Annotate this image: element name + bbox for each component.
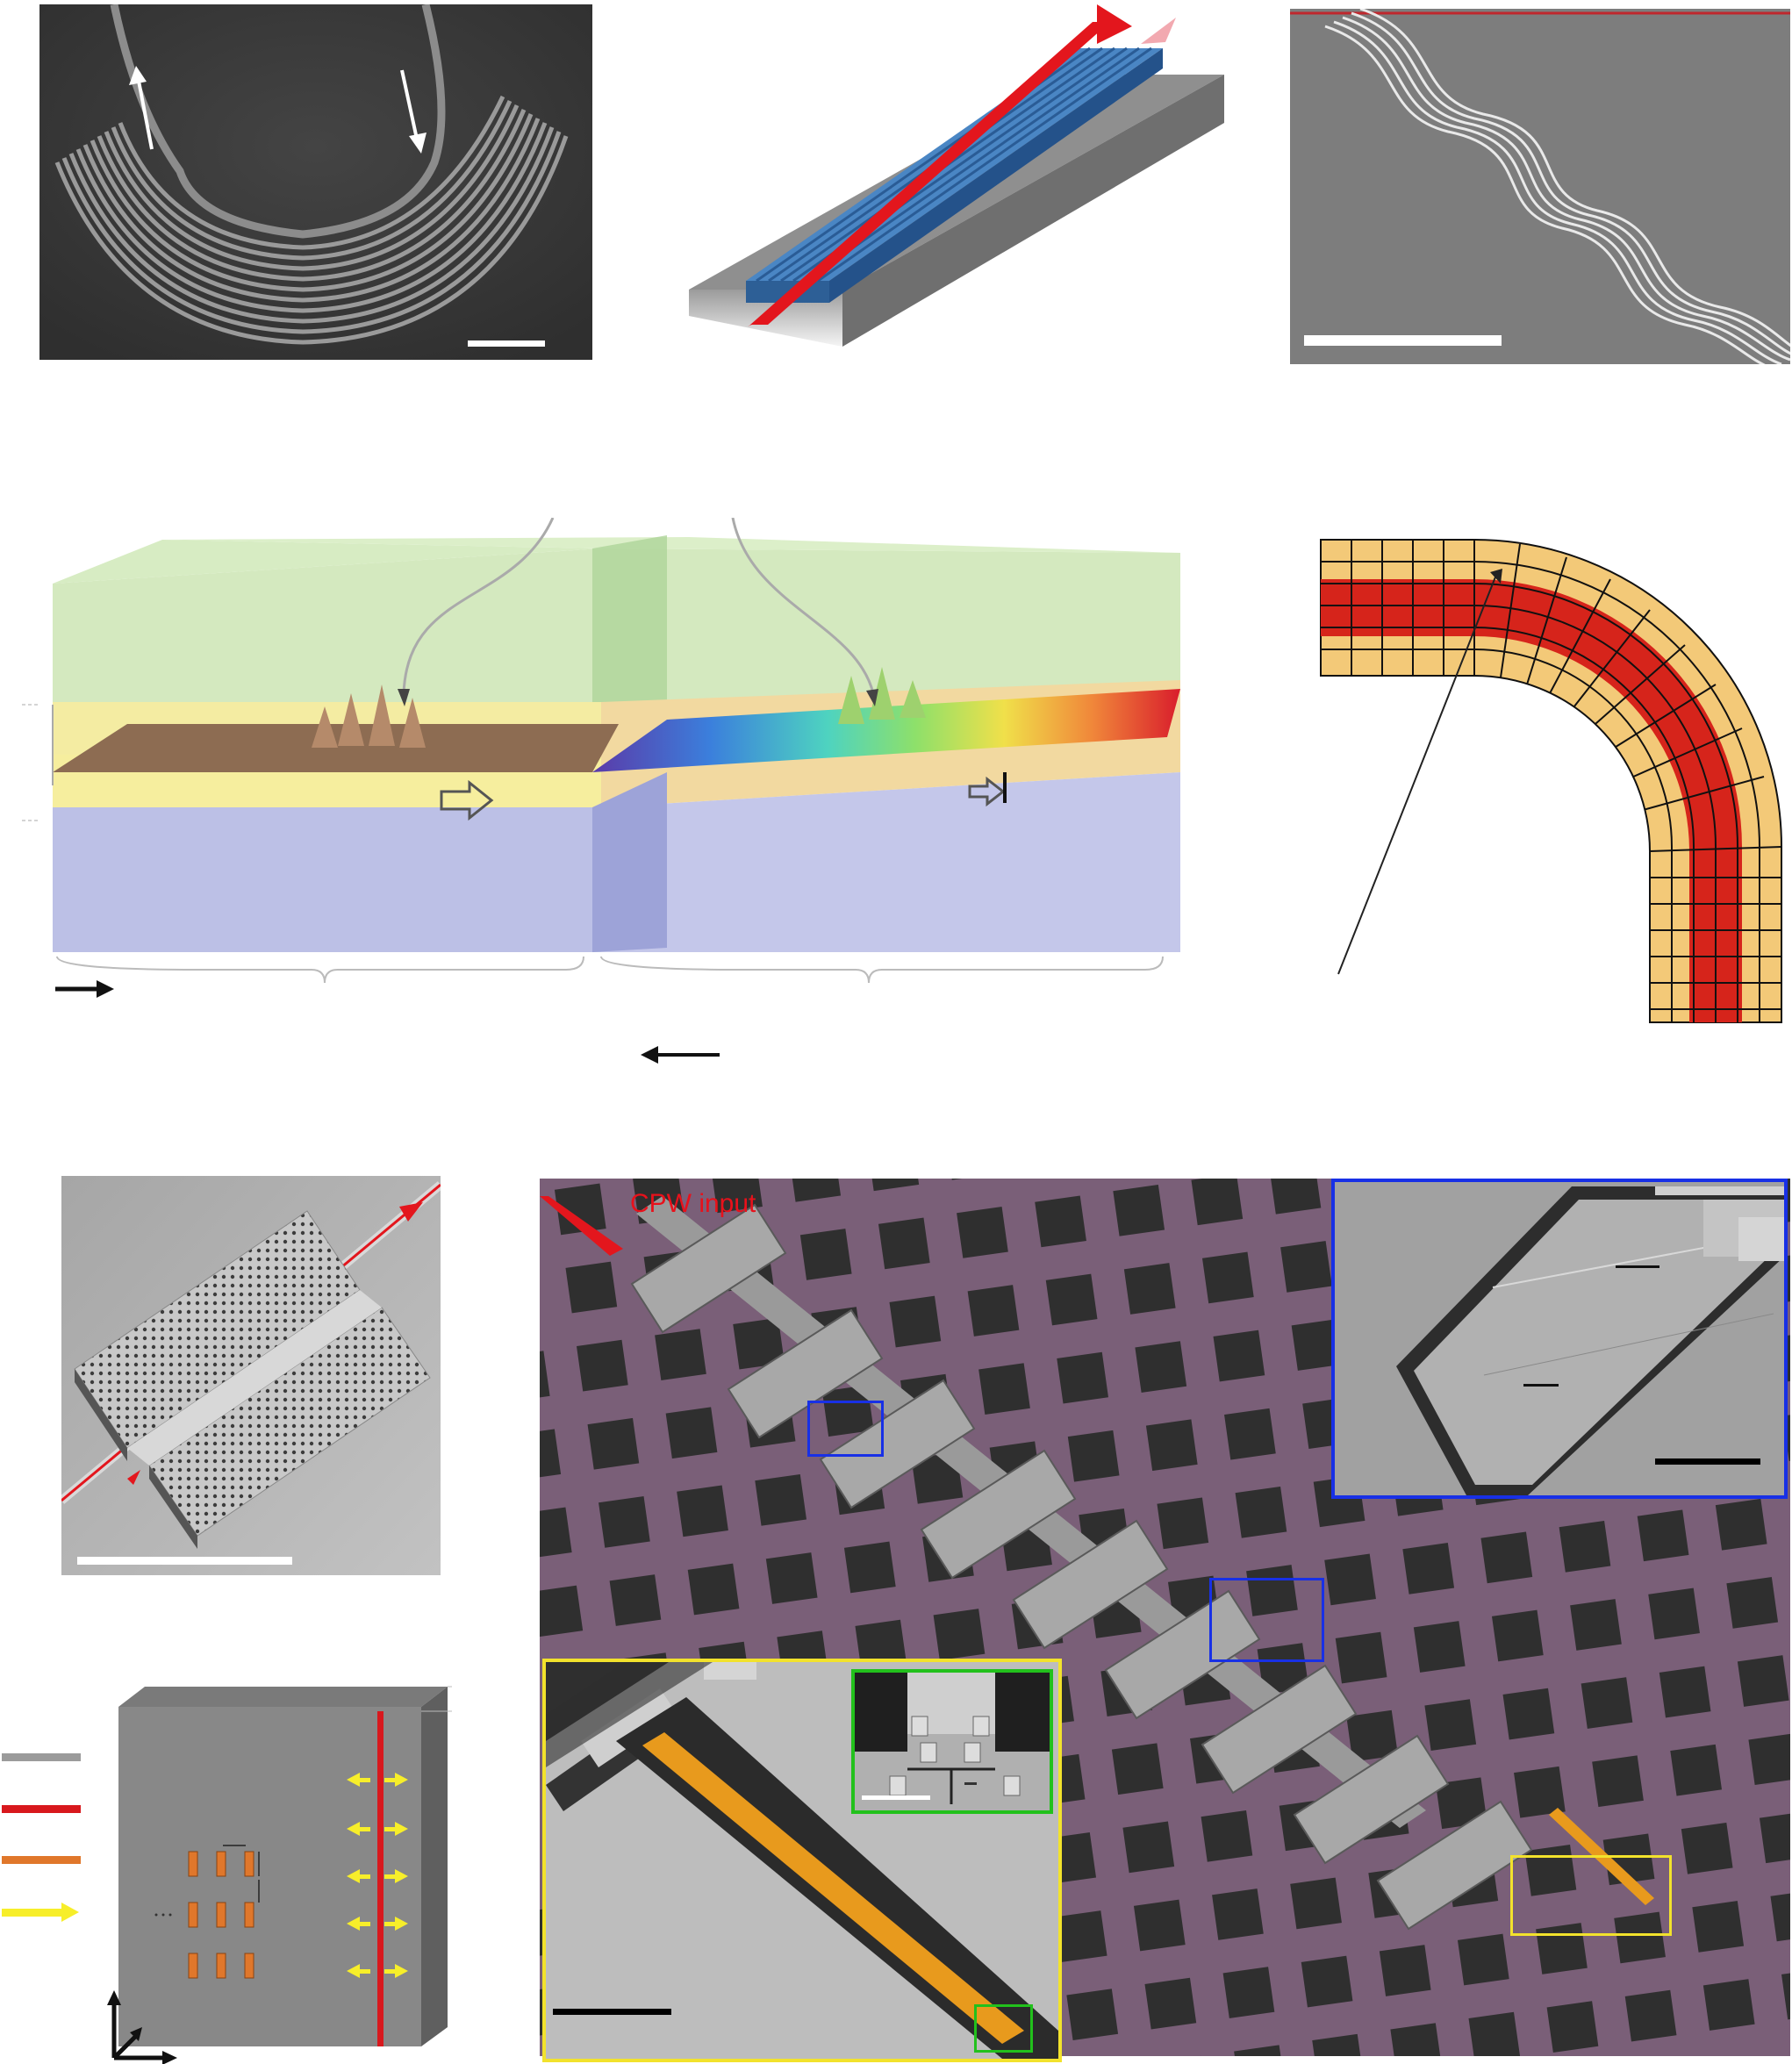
waveguide-3d-panel [685, 0, 1229, 360]
scale-bar [862, 1795, 930, 1800]
yellow-inset-panel [542, 1659, 1062, 2062]
blue-inset-panel [1331, 1179, 1788, 1499]
green-inset-panel [851, 1669, 1053, 1814]
scale-bar [468, 340, 545, 347]
roi-marker [807, 1401, 884, 1457]
sem-ubend-panel [39, 4, 592, 360]
cpw-input-label: CPW input [630, 1189, 756, 1218]
scale-bar [1655, 1458, 1760, 1465]
up-arrow-icon [129, 66, 154, 150]
scale-bar [1304, 335, 1502, 346]
legend-red-swatch [2, 1805, 81, 1813]
legend-gray-swatch [2, 1753, 81, 1761]
legend-orange-swatch [2, 1856, 81, 1864]
scale-bar [553, 2009, 671, 2015]
green-roi-box [974, 2004, 1033, 2053]
photonic-crystal-sem-panel [61, 1176, 441, 1575]
resonator-slab-panel [0, 1667, 456, 2064]
blue-roi-box-main [1209, 1578, 1324, 1662]
sem-wavy-panel [1290, 9, 1790, 364]
scale-bar [77, 1557, 292, 1565]
down-arrow-icon [400, 69, 426, 154]
curved-mesh-panel [1316, 535, 1790, 1027]
yellow-roi-box-main [1510, 1855, 1672, 1936]
layered-taper-panel [22, 518, 1189, 1071]
